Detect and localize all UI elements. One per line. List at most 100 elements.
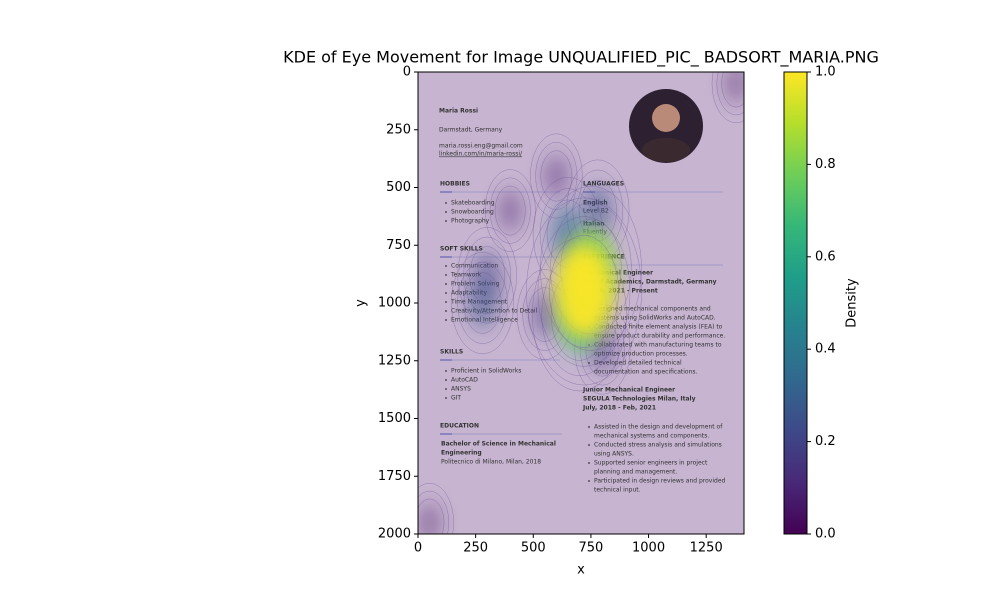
resume-text: maria.rossi.eng@gmail.com <box>439 143 523 150</box>
y-label: y <box>354 299 369 307</box>
resume-text: July, 2018 - Feb, 2021 <box>582 405 656 412</box>
density-contour <box>540 185 642 351</box>
bullet <box>445 379 447 381</box>
resume-text: Proficient in SolidWorks <box>451 368 521 375</box>
resume-text: Developed detailed technical <box>594 360 682 367</box>
colorbar-tick-label: 0.4 <box>815 342 836 357</box>
resume-text: Politecnico di Milano, Milan, 2018 <box>441 459 541 466</box>
bullet <box>588 426 590 428</box>
x-label: x <box>577 563 585 578</box>
bullet <box>445 211 447 213</box>
resume-text: Engineering <box>441 450 482 457</box>
y-tick-label: 1250 <box>378 353 411 368</box>
density-contour <box>418 490 450 534</box>
bullet <box>445 274 447 276</box>
density-contour <box>716 72 744 116</box>
colorbar-tick-label: 0.6 <box>815 249 836 264</box>
bullet <box>445 202 447 204</box>
density-contour <box>526 197 642 386</box>
resume-text: mechanical systems and components. <box>594 433 709 440</box>
colorbar-tick-label: 0.0 <box>815 527 836 542</box>
y-tick-label: 1000 <box>378 296 411 311</box>
resume-text: linkedin.com/in/maria-rossi/ <box>439 151 523 158</box>
y-tick-label: 750 <box>386 238 411 253</box>
colorbar-tick-label: 0.8 <box>815 157 836 172</box>
resume-text: SKILLS <box>440 349 463 356</box>
resume-text: Snowboarding <box>451 209 494 216</box>
density-blob <box>724 72 744 104</box>
x-tick-label: 0 <box>414 541 422 556</box>
resume-text: EDUCATION <box>440 423 479 430</box>
y-tick-label: 1750 <box>378 469 411 484</box>
resume-text: technical input. <box>594 487 641 494</box>
bullet <box>588 480 590 482</box>
bullet <box>445 397 447 399</box>
density-contour <box>489 177 531 244</box>
resume-text: SEGULA Technologies Milan, Italy <box>583 396 696 403</box>
resume-text: SOFT SKILLS <box>440 246 483 253</box>
colorbar-tick-label: 1.0 <box>815 65 836 80</box>
x-tick-label: 1250 <box>690 541 723 556</box>
resume-text: Mechanical Engineer <box>583 270 653 277</box>
resume-text: Conducted finite element analysis (FEA) … <box>594 324 723 331</box>
density-blob <box>543 154 570 198</box>
bullet <box>445 319 447 321</box>
resume-text: Designed mechanical components and <box>594 306 711 313</box>
resume-text: Collaborated with manufacturing teams to <box>594 342 722 349</box>
resume-text: Darmstadt, Germany <box>439 127 503 134</box>
bullet <box>445 301 447 303</box>
resume-text: systems using SolidWorks and AutoCAD. <box>594 315 716 322</box>
density-contour <box>540 150 573 202</box>
resume-text: Assisted in the design and development o… <box>594 424 723 431</box>
density-blob <box>555 244 613 339</box>
density-contour <box>537 216 631 367</box>
density-contour <box>549 235 619 348</box>
colorbar-tick-label: 0.2 <box>815 434 836 449</box>
photo-body <box>642 138 690 162</box>
resume-text: Teamwork <box>450 272 482 279</box>
bullet <box>445 370 447 372</box>
bullet <box>445 220 447 222</box>
resume-text: using ANSYS. <box>594 451 634 458</box>
y-tick-label: 500 <box>386 180 411 195</box>
bullet <box>445 388 447 390</box>
density-blob <box>530 292 559 338</box>
colorbar-label: Density <box>845 278 860 328</box>
resume-text: Supported senior engineers in project <box>594 460 708 467</box>
density-contour <box>721 72 744 108</box>
density-contour <box>711 72 744 124</box>
resume-text: ensure product durability and performanc… <box>594 333 725 340</box>
resume-text: March, 2021 - Present <box>583 288 658 295</box>
x-tick-label: 250 <box>463 541 488 556</box>
resume-text: Astrid Academics, Darmstadt, Germany <box>583 279 717 286</box>
resume-text: Conducted stress analysis and simulation… <box>594 442 722 449</box>
density-blob <box>466 277 499 329</box>
resume-text: Bachelor of Science in Mechanical <box>441 441 556 448</box>
bullet <box>588 444 590 446</box>
resume-text: AutoCAD <box>451 377 478 384</box>
density-blob <box>418 502 442 534</box>
density-contour <box>451 252 515 354</box>
resume-text: Maria Rossi <box>439 108 478 115</box>
density-contour <box>457 262 508 344</box>
bullet <box>445 283 447 285</box>
resume-text: planning and management. <box>594 469 677 476</box>
resume-text: ANSYS <box>451 386 471 393</box>
resume-text: Participated in design reviews and provi… <box>594 478 726 485</box>
bullet <box>445 265 447 267</box>
density-contour <box>494 185 526 236</box>
resume-text: Photography <box>451 218 490 225</box>
resume-text: HOBBIES <box>440 181 470 188</box>
bullet <box>445 292 447 294</box>
density-blob <box>497 190 523 232</box>
x-tick-label: 1000 <box>632 541 665 556</box>
resume-text: Junior Mechanical Engineer <box>582 387 675 394</box>
x-tick-label: 750 <box>578 541 603 556</box>
density-contour <box>418 498 445 534</box>
chart-title: KDE of Eye Movement for Image UNQUALIFIE… <box>283 48 879 68</box>
resume-text: optimize production processes. <box>594 351 688 358</box>
resume-text: LANGUAGES <box>583 181 624 188</box>
density-contour <box>484 169 536 252</box>
bullet <box>588 462 590 464</box>
